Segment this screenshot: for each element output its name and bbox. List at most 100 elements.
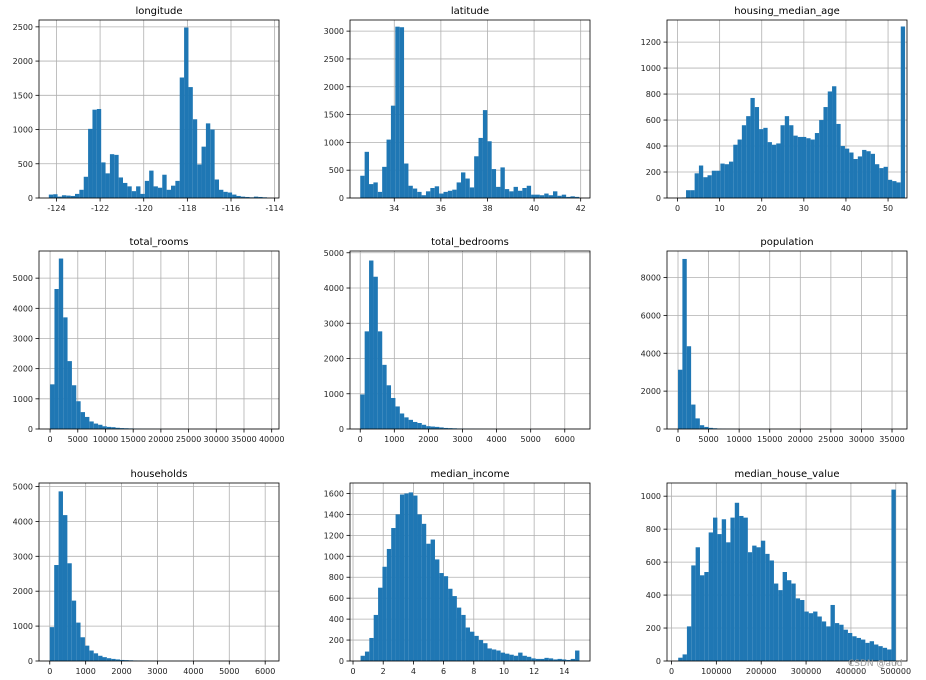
histogram-bar bbox=[448, 428, 453, 429]
y-tick-label: 4000 bbox=[641, 349, 661, 358]
histogram-bar bbox=[686, 346, 692, 429]
histogram-bar bbox=[377, 191, 383, 198]
histogram-bar bbox=[505, 653, 510, 661]
y-tick-label: 1000 bbox=[324, 390, 344, 399]
histogram-bar bbox=[465, 627, 470, 661]
x-tick-label: 25000 bbox=[818, 435, 843, 444]
x-tick-label: 0 bbox=[48, 435, 53, 444]
x-tick-label: 1000 bbox=[384, 435, 404, 444]
histogram-bar bbox=[175, 180, 180, 198]
histogram-bar bbox=[179, 77, 185, 198]
y-tick-label: 0 bbox=[339, 657, 344, 666]
histogram-bar bbox=[53, 194, 58, 198]
histogram-bar bbox=[544, 657, 549, 661]
histogram-latitude: 34 36 38 40 42 0 500 1000 1500 2000 2500 3000 latitu… bbox=[324, 6, 591, 213]
histogram-bar bbox=[456, 607, 462, 661]
histogram-bar bbox=[439, 427, 444, 429]
x-tick-label: 5000 bbox=[68, 435, 88, 444]
y-tick-label: 0 bbox=[656, 657, 661, 666]
x-tick-label: 8 bbox=[471, 667, 476, 676]
histogram-bar bbox=[360, 175, 365, 198]
histogram-bar bbox=[417, 514, 422, 661]
histogram-bar bbox=[834, 623, 840, 661]
histogram-bar bbox=[123, 182, 128, 198]
y-tick-label: 1000 bbox=[324, 552, 344, 561]
histogram-bar bbox=[491, 649, 497, 661]
histogram-bar bbox=[686, 190, 691, 198]
watermark: CSDN @aud bbox=[848, 659, 903, 669]
x-tick-label: 10 bbox=[715, 204, 725, 213]
histogram-bar bbox=[708, 427, 713, 429]
axes-frame bbox=[349, 250, 591, 430]
y-tick-label: 3000 bbox=[13, 552, 33, 561]
x-tick-label: 40000 bbox=[259, 435, 284, 444]
histogram-bar bbox=[223, 191, 228, 198]
x-tick-label: 35000 bbox=[231, 435, 256, 444]
x-tick-label: 6000 bbox=[255, 667, 275, 676]
histogram-bar bbox=[430, 539, 435, 661]
histogram-median-income: 0 2 4 6 8 10 12 14 0 200 400 600 800 1000 1200 1400 1600… bbox=[324, 469, 591, 676]
histogram-bar bbox=[63, 317, 68, 429]
histogram-bar bbox=[88, 128, 93, 198]
histogram-bar bbox=[780, 125, 785, 198]
histogram-bar bbox=[741, 125, 747, 198]
histogram-bar bbox=[707, 175, 712, 198]
x-tick-label: 10000 bbox=[93, 435, 118, 444]
histogram-bar bbox=[469, 187, 475, 198]
y-tick-label: 0 bbox=[339, 194, 344, 203]
histogram-bar bbox=[691, 565, 696, 661]
histogram-bar bbox=[808, 613, 814, 661]
histogram-households: 0 1000 2000 3000 4000 5000 6000 0 1000 2000 3000 40… bbox=[13, 469, 280, 676]
histogram-bar bbox=[48, 194, 54, 198]
histogram-bar bbox=[756, 547, 761, 661]
y-tick-label: 1500 bbox=[324, 111, 344, 120]
histogram-bar bbox=[430, 187, 435, 198]
histogram-bar bbox=[153, 186, 158, 198]
y-tick-label: 0 bbox=[28, 194, 33, 203]
x-tick-label: 50 bbox=[883, 204, 893, 213]
histogram-bar bbox=[570, 658, 576, 661]
x-tick-label: 2000 bbox=[418, 435, 438, 444]
histogram-bar bbox=[509, 654, 514, 661]
histogram-bar bbox=[149, 170, 154, 198]
histogram-bar bbox=[682, 258, 687, 429]
y-tick-label: 2000 bbox=[324, 355, 344, 364]
histogram-bar bbox=[115, 427, 120, 429]
histogram-bar bbox=[98, 424, 103, 429]
histogram-bar bbox=[771, 144, 777, 198]
histogram-bar bbox=[801, 136, 807, 198]
histogram-bar bbox=[171, 185, 176, 198]
histogram-bar bbox=[500, 652, 506, 661]
histogram-bar bbox=[891, 489, 896, 661]
histogram-bar bbox=[698, 165, 704, 198]
histogram-bar bbox=[737, 139, 742, 198]
histogram-bar bbox=[865, 642, 870, 661]
histogram-total-rooms: 0 5000 10000 15000 20000 25000 30000 35000 40000… bbox=[13, 237, 285, 444]
histogram-bar bbox=[721, 519, 727, 661]
histogram-bar bbox=[98, 655, 103, 661]
histogram-bar bbox=[474, 156, 479, 198]
histogram-bar bbox=[800, 600, 805, 661]
y-tick-label: 200 bbox=[646, 168, 661, 177]
histogram-bar bbox=[522, 187, 527, 198]
histogram-bar bbox=[92, 109, 97, 198]
histogram-bar bbox=[439, 193, 444, 198]
histogram-bar bbox=[399, 494, 405, 661]
histogram-bar bbox=[491, 169, 497, 198]
histogram-bar bbox=[71, 600, 77, 661]
histogram-bar bbox=[752, 545, 757, 661]
axes-frame bbox=[666, 250, 908, 430]
histogram-bar bbox=[421, 424, 427, 429]
histogram-bar bbox=[404, 163, 409, 198]
x-tick-label: 0 bbox=[675, 435, 680, 444]
x-tick-label: 0 bbox=[675, 204, 680, 213]
histogram-bar bbox=[883, 166, 888, 198]
y-tick-label: 2500 bbox=[324, 55, 344, 64]
histogram-bar bbox=[791, 583, 796, 661]
histogram-bar bbox=[85, 416, 90, 429]
y-tick-label: 1000 bbox=[324, 138, 344, 147]
histogram-bar bbox=[364, 651, 370, 661]
histogram-bar bbox=[386, 548, 392, 661]
histogram-bar bbox=[140, 193, 145, 198]
